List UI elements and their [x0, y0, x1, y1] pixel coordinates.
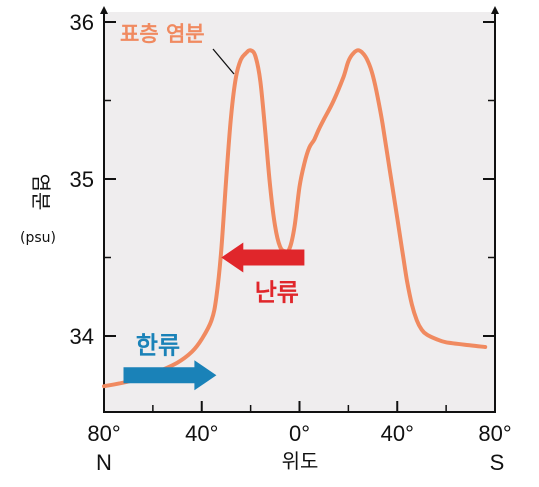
x-axis-end-south: S — [490, 450, 505, 475]
warm-current-label: 난류 — [255, 279, 299, 307]
salinity-line — [102, 48, 488, 389]
plot-area — [104, 12, 495, 412]
series-label-leader — [212, 48, 235, 75]
y-tick-label: 34 — [70, 324, 94, 349]
warm-current-arrow — [221, 242, 305, 273]
cold-current-label: 한류 — [136, 331, 180, 359]
y-axis-ticks: 34 35 36 — [70, 10, 495, 349]
x-tick-label: 80° — [478, 421, 511, 446]
y-axis-title: 염분 — [29, 174, 53, 211]
x-axis-end-north: N — [96, 450, 112, 475]
x-tick-label: 80° — [87, 421, 120, 446]
y-tick-label: 36 — [70, 10, 94, 35]
x-tick-label: 40° — [381, 421, 414, 446]
y-tick-label: 35 — [70, 167, 94, 192]
cold-current-arrow — [123, 360, 217, 391]
series-label: 표층 염분 — [120, 22, 205, 46]
x-tick-label: 0° — [289, 421, 310, 446]
x-tick-label: 40° — [185, 421, 218, 446]
x-axis-ticks: 80° 40° 0° 40° 80° — [87, 401, 512, 446]
x-axis-title: 위도 — [282, 449, 319, 473]
y-axis-unit: (psu) — [20, 230, 56, 246]
